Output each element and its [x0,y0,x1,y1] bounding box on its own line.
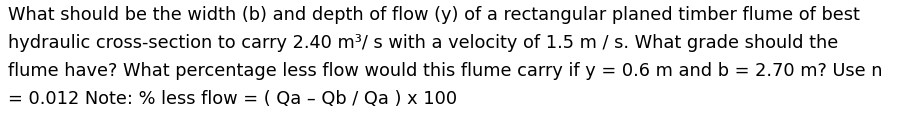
Text: What should be the width (b) and depth of flow (y) of a rectangular planed timbe: What should be the width (b) and depth o… [8,6,860,24]
Text: hydraulic cross-section to carry 2.40 m³/ s with a velocity of 1.5 m / s. What g: hydraulic cross-section to carry 2.40 m³… [8,34,838,52]
Text: = 0.012 Note: % less flow = ( Qa – Qb / Qa ) x 100: = 0.012 Note: % less flow = ( Qa – Qb / … [8,90,457,108]
Text: flume have? What percentage less flow would this flume carry if y = 0.6 m and b : flume have? What percentage less flow wo… [8,62,882,80]
